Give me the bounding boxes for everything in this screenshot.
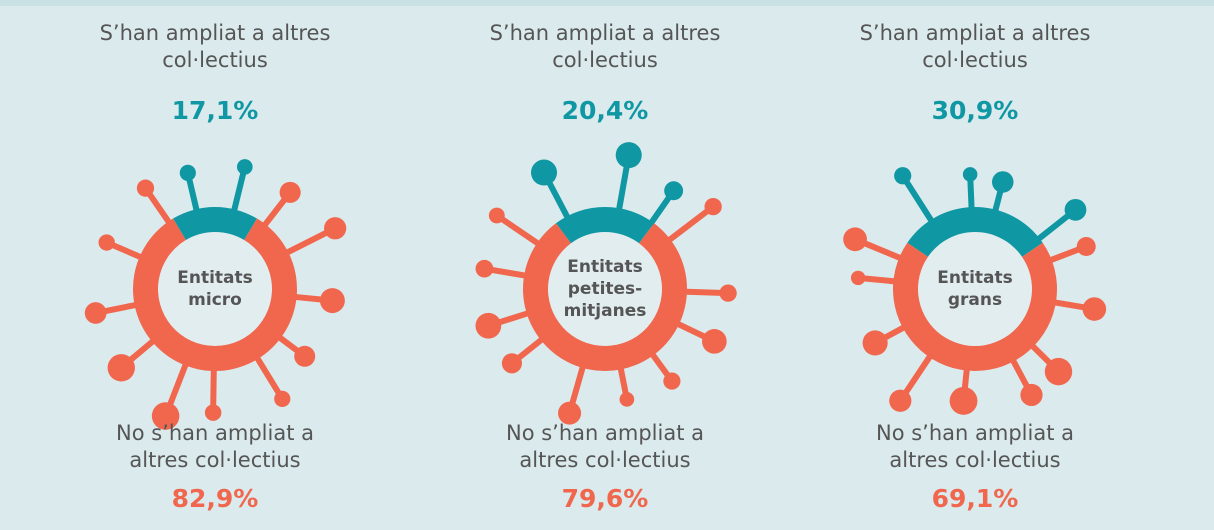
spike-head (502, 353, 522, 373)
spike-head (205, 404, 221, 420)
segment-label: S’han ampliat a altres col·lectius (485, 20, 725, 74)
infographic: S’han ampliat a altres col·lectius 17,1% N… (0, 0, 1214, 530)
spike-head (843, 227, 867, 251)
segment-label: S’han ampliat a altres col·lectius (95, 20, 335, 74)
spike-head (180, 165, 196, 181)
value-label: 20,4% (485, 96, 725, 125)
value-label: 30,9% (855, 96, 1095, 125)
spike-head (475, 313, 501, 339)
segment-label: No s’han ampliat a altres col·lectius (485, 420, 725, 474)
spike-head (1083, 297, 1107, 321)
spike-head (663, 372, 680, 389)
spike-head (1077, 237, 1096, 256)
spike-head (992, 171, 1014, 193)
spike-head (476, 260, 494, 278)
spike-head (531, 160, 557, 186)
center-label: Entitats petites-mitjanes (555, 256, 655, 322)
spike-head (320, 288, 345, 313)
spike-head (1045, 358, 1072, 385)
spike (667, 207, 713, 242)
spike-head (85, 302, 107, 324)
segment-label: S’han ampliat a altres col·lectius (855, 20, 1095, 74)
spike-head (620, 392, 635, 407)
value-label: 17,1% (95, 96, 335, 125)
spike-head (702, 329, 727, 354)
spike-head (616, 142, 642, 168)
spike-head (237, 159, 253, 175)
segment-label: No s’han ampliat a altres col·lectius (855, 420, 1095, 474)
spike-head (704, 198, 721, 215)
spike-head (963, 167, 978, 182)
center-label: Entitats micro (165, 267, 265, 311)
segment-label: No s’han ampliat a altres col·lectius (95, 420, 335, 474)
spike-head (664, 181, 683, 200)
spike-head (889, 390, 911, 412)
spike-head (294, 346, 315, 367)
center-label: Entitats grans (925, 267, 1025, 311)
value-label: 69,1% (855, 484, 1095, 513)
spike-head (950, 387, 978, 415)
spike-head (108, 354, 135, 381)
spike-head (863, 330, 888, 355)
spike-head (324, 217, 346, 239)
spike-head (280, 182, 301, 203)
spike-head (137, 180, 154, 197)
spike-head (851, 271, 865, 285)
spike-head (489, 208, 505, 224)
spike-head (894, 167, 911, 184)
value-label: 79,6% (485, 484, 725, 513)
spike-head (99, 234, 115, 250)
spike-head (1020, 384, 1042, 406)
spike-head (274, 391, 290, 407)
value-label: 82,9% (95, 484, 335, 513)
spike-head (719, 284, 736, 301)
spike-head (1065, 199, 1087, 221)
